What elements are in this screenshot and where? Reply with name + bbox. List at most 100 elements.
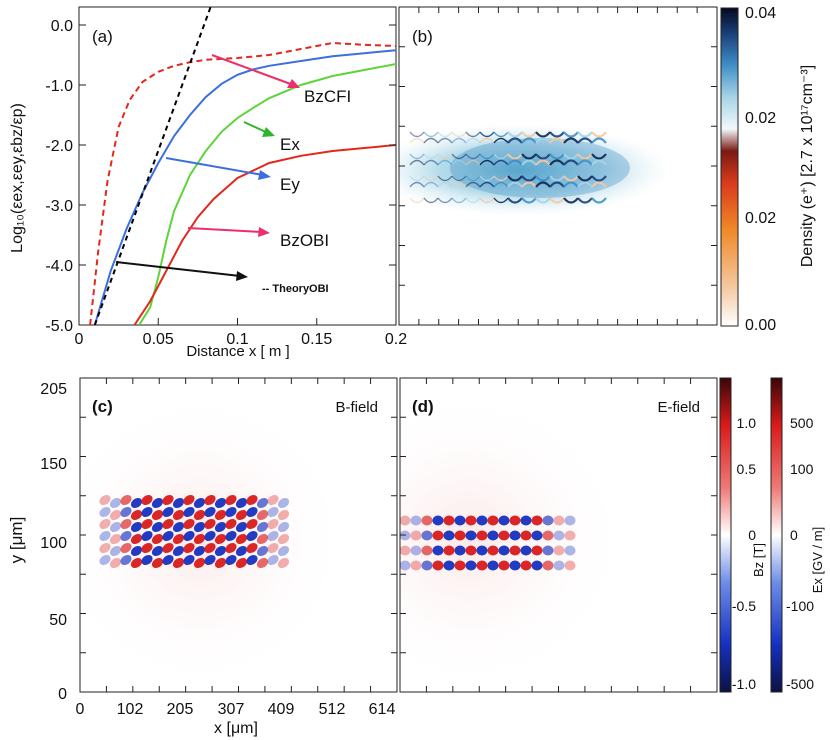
series-line-1 [93, 49, 396, 325]
density-filament [465, 197, 481, 204]
density-filaments [409, 131, 607, 204]
positive-field-lobe [204, 494, 216, 506]
negative-field-lobe [267, 530, 279, 542]
bz-cb-tick-05: 0.5 [737, 461, 757, 477]
negative-field-lobe [410, 545, 422, 556]
density-filament [493, 181, 509, 188]
density-filament [535, 137, 551, 144]
negative-field-lobe [99, 506, 111, 518]
positive-field-lobe [225, 494, 237, 506]
positive-field-lobe [246, 494, 258, 506]
positive-field-lobe [193, 533, 206, 545]
c-xtick-0: 0 [76, 701, 85, 718]
negative-field-lobe [454, 545, 466, 556]
positive-field-lobe [183, 542, 195, 554]
density-filament [521, 137, 537, 144]
density-filament [521, 131, 537, 138]
density-filament [535, 159, 551, 166]
positive-field-lobe [277, 533, 290, 545]
negative-field-lobe [141, 554, 153, 566]
negative-field-lobe [553, 530, 565, 541]
density-filament [437, 175, 453, 182]
negative-field-lobe [476, 515, 488, 526]
positive-field-lobe [421, 545, 433, 556]
panel-b: (b) 0.04 0.02 0.02 0.00 Density (e⁺) [2.… [398, 5, 816, 334]
negative-field-lobe [214, 497, 227, 509]
a-xtick-label: 0 [75, 331, 84, 348]
density-filament [535, 175, 551, 182]
negative-field-lobe [109, 521, 122, 533]
ex-cb-tick-0: 0 [790, 527, 798, 543]
density-filament [479, 175, 495, 182]
c-xtick-205: 205 [167, 701, 194, 718]
positive-field-lobe [99, 542, 111, 554]
positive-field-lobe [151, 533, 164, 545]
density-filament [423, 131, 439, 138]
positive-field-lobe [443, 515, 455, 526]
density-filament [437, 181, 453, 188]
density-filament [437, 137, 453, 144]
panel-c-ylabel: y [μm] [7, 517, 26, 564]
panel-a-y-axis: 0.0 -1.0 -2.0 -3.0 -4.0 -5.0 [45, 18, 396, 335]
a-ytick-label: -5.0 [45, 318, 73, 335]
negative-field-lobe [564, 545, 576, 556]
density-filament [577, 175, 593, 182]
negative-field-lobe [172, 521, 185, 533]
positive-field-lobe [277, 557, 290, 569]
a-ytick-label: -2.0 [45, 138, 73, 155]
a-ytick-label: -1.0 [45, 78, 73, 95]
arrow-theory [115, 261, 241, 277]
density-filament [549, 153, 565, 160]
density-filament [563, 175, 579, 182]
negative-field-lobe [531, 530, 543, 541]
positive-field-lobe [109, 557, 122, 569]
density-filament [507, 181, 523, 188]
a-xtick-label: 0.05 [143, 331, 174, 348]
negative-field-lobe [225, 554, 237, 566]
panel-d-field-map [400, 390, 630, 690]
negative-field-lobe [162, 530, 174, 542]
density-filament [409, 131, 425, 138]
negative-field-lobe [109, 545, 122, 557]
c-ytick-0: 0 [58, 686, 67, 703]
panel-a-label: (a) [92, 27, 113, 46]
series-line-4 [93, 7, 212, 325]
density-filament [451, 131, 467, 138]
positive-field-lobe [120, 494, 132, 506]
negative-field-lobe [421, 530, 433, 541]
negative-field-lobe [246, 506, 258, 518]
positive-field-lobe [498, 530, 510, 541]
density-filament [409, 175, 425, 182]
density-filament [409, 137, 425, 144]
arrow-head-ey [258, 170, 271, 180]
negative-field-lobe [520, 545, 532, 556]
positive-field-lobe [162, 542, 174, 554]
panel-c-label: (c) [92, 397, 113, 416]
positive-field-lobe [542, 530, 554, 541]
panel-a-x-axis: 0 0.05 0.1 0.15 0.2 [75, 318, 407, 348]
negative-field-lobe [172, 497, 185, 509]
panel-a: 0.0-1.0-2.0-3.0-4.0-5.0 0 0.05 0.1 0.15 0.2 … [9, 6, 407, 360]
negative-field-lobe [465, 530, 477, 541]
negative-field-lobe [162, 554, 174, 566]
positive-field-lobe [130, 557, 143, 569]
panel-d: (d) E-field 1.0 0.5 0 -0.5 -1.0 Bz [T] 5… [399, 377, 825, 693]
density-filament [465, 153, 481, 160]
panel-a-xlabel: Distance x [ m ] [186, 343, 289, 360]
positive-field-lobe [109, 509, 122, 521]
density-filament [423, 159, 439, 166]
positive-field-lobe [204, 542, 216, 554]
positive-field-lobe [520, 560, 532, 571]
density-filament [451, 153, 467, 160]
negative-field-lobe [130, 497, 143, 509]
positive-field-lobe [509, 515, 521, 526]
positive-field-lobe [564, 530, 576, 541]
negative-field-lobe [542, 545, 554, 556]
negative-field-lobe [193, 545, 206, 557]
density-filament [577, 137, 593, 144]
density-filament [521, 197, 537, 204]
density-filament [507, 153, 523, 160]
density-filament [493, 175, 509, 182]
negative-field-lobe [564, 515, 576, 526]
positive-field-lobe [400, 515, 411, 526]
